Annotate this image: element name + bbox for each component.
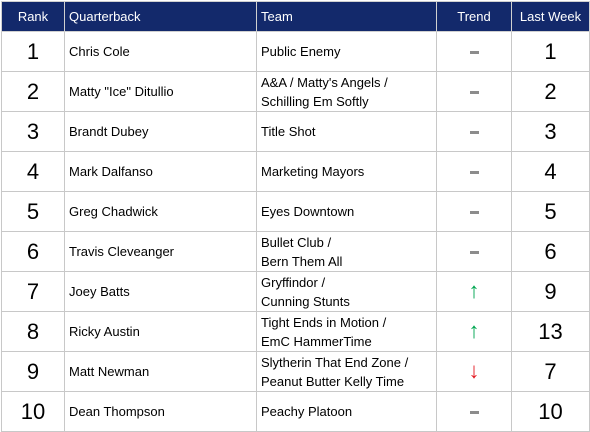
trend-cell [436,191,512,232]
rank-cell: 1 [1,31,65,72]
last-week-cell: 10 [511,391,590,432]
team-cell: Marketing Mayors [256,151,437,192]
quarterback-cell: Brandt Dubey [64,111,257,152]
quarterback-header: Quarterback [64,1,257,32]
trend-cell [436,31,512,72]
rank-cell: 9 [1,351,65,392]
team-cell: Slytherin That End Zone / Peanut Butter K… [256,351,437,392]
team-cell: Peachy Platoon [256,391,437,432]
trend-down-arrow-icon: ↓ [468,358,480,383]
trend-unchanged-dash-icon [469,91,479,95]
last-week-cell: 6 [511,231,590,272]
table-row: 10 Dean Thompson Peachy Platoon 10 [1,391,590,432]
last-week-cell: 7 [511,351,590,392]
rank-cell: 6 [1,231,65,272]
table-row: 7 Joey Batts Gryffindor / Cunning Stunts ↑ 9 [1,271,590,312]
team-name-line: EmC HammerTime [261,333,372,349]
trend-up-arrow-icon: ↑ [468,318,480,343]
quarterback-cell: Greg Chadwick [64,191,257,232]
table-row: 5 Greg Chadwick Eyes Downtown 5 [1,191,590,232]
team-name-line: Bern Them All [261,253,343,269]
quarterback-cell: Dean Thompson [64,391,257,432]
trend-cell [436,71,512,112]
table-row: 8 Ricky Austin Tight Ends in Motion / EmC H… [1,311,590,352]
team-name-line: A&A / Matty's Angels / [261,74,388,90]
team-name-line: Gryffindor / [261,274,326,290]
team-name-line: Eyes Downtown [261,204,355,219]
quarterback-cell: Ricky Austin [64,311,257,352]
team-cell: Eyes Downtown [256,191,437,232]
rank-cell: 8 [1,311,65,352]
team-cell: Public Enemy [256,31,437,72]
table-row: 2 Matty "Ice" Ditullio A&A / Matty's Angel… [1,71,590,112]
last-week-cell: 2 [511,71,590,112]
trend-unchanged-dash-icon [469,171,479,175]
trend-cell: ↑ [436,311,512,352]
team-name-line: Schilling Em Softly [261,93,369,109]
team-name-line: Title Shot [261,124,316,139]
trend-unchanged-dash-icon [469,51,479,55]
team-cell: A&A / Matty's Angels / Schilling Em Softl… [256,71,437,112]
team-name-line: Slytherin That End Zone / [261,354,409,370]
trend-cell [436,151,512,192]
last-week-cell: 4 [511,151,590,192]
team-name-line: Bullet Club / [261,234,332,250]
last-week-cell: 13 [511,311,590,352]
trend-unchanged-dash-icon [469,251,479,255]
last-week-cell: 1 [511,31,590,72]
team-name-line: Peanut Butter Kelly Time [261,373,405,389]
team-cell: Tight Ends in Motion / EmC HammerTime [256,311,437,352]
rankings-body: 1 Chris Cole Public Enemy 1 2 Matty "Ice" Dit… [1,31,590,432]
rank-cell: 3 [1,111,65,152]
table-row: 6 Travis Cleveanger Bullet Club / Bern Them… [1,231,590,272]
team-header: Team [256,1,437,32]
quarterback-cell: Matty "Ice" Ditullio [64,71,257,112]
trend-unchanged-dash-icon [469,411,479,415]
trend-unchanged-dash-icon [469,131,479,135]
rank-cell: 7 [1,271,65,312]
team-cell: Gryffindor / Cunning Stunts [256,271,437,312]
last-week-cell: 5 [511,191,590,232]
quarterback-cell: Chris Cole [64,31,257,72]
quarterback-cell: Matt Newman [64,351,257,392]
rank-cell: 4 [1,151,65,192]
table-row: 4 Mark Dalfanso Marketing Mayors 4 [1,151,590,192]
trend-cell: ↓ [436,351,512,392]
last-week-header: Last Week [511,1,590,32]
rank-cell: 5 [1,191,65,232]
rank-cell: 10 [1,391,65,432]
header-row: Rank Quarterback Team Trend Last Week [1,1,590,32]
table-row: 3 Brandt Dubey Title Shot 3 [1,111,590,152]
rank-header: Rank [1,1,65,32]
trend-header: Trend [436,1,512,32]
team-name-line: Public Enemy [261,44,341,59]
trend-cell [436,391,512,432]
trend-cell [436,111,512,152]
team-name-line: Tight Ends in Motion / [261,314,387,330]
table-row: 9 Matt Newman Slytherin That End Zone / Pea… [1,351,590,392]
team-cell: Bullet Club / Bern Them All [256,231,437,272]
team-name-line: Peachy Platoon [261,404,353,419]
table-row: 1 Chris Cole Public Enemy 1 [1,31,590,72]
quarterback-cell: Travis Cleveanger [64,231,257,272]
team-cell: Title Shot [256,111,437,152]
last-week-cell: 9 [511,271,590,312]
quarterback-cell: Joey Batts [64,271,257,312]
trend-up-arrow-icon: ↑ [468,278,480,303]
team-name-line: Cunning Stunts [261,293,350,309]
trend-cell [436,231,512,272]
quarterback-cell: Mark Dalfanso [64,151,257,192]
trend-unchanged-dash-icon [469,211,479,215]
rank-cell: 2 [1,71,65,112]
team-name-line: Marketing Mayors [261,164,365,179]
last-week-cell: 3 [511,111,590,152]
trend-cell: ↑ [436,271,512,312]
